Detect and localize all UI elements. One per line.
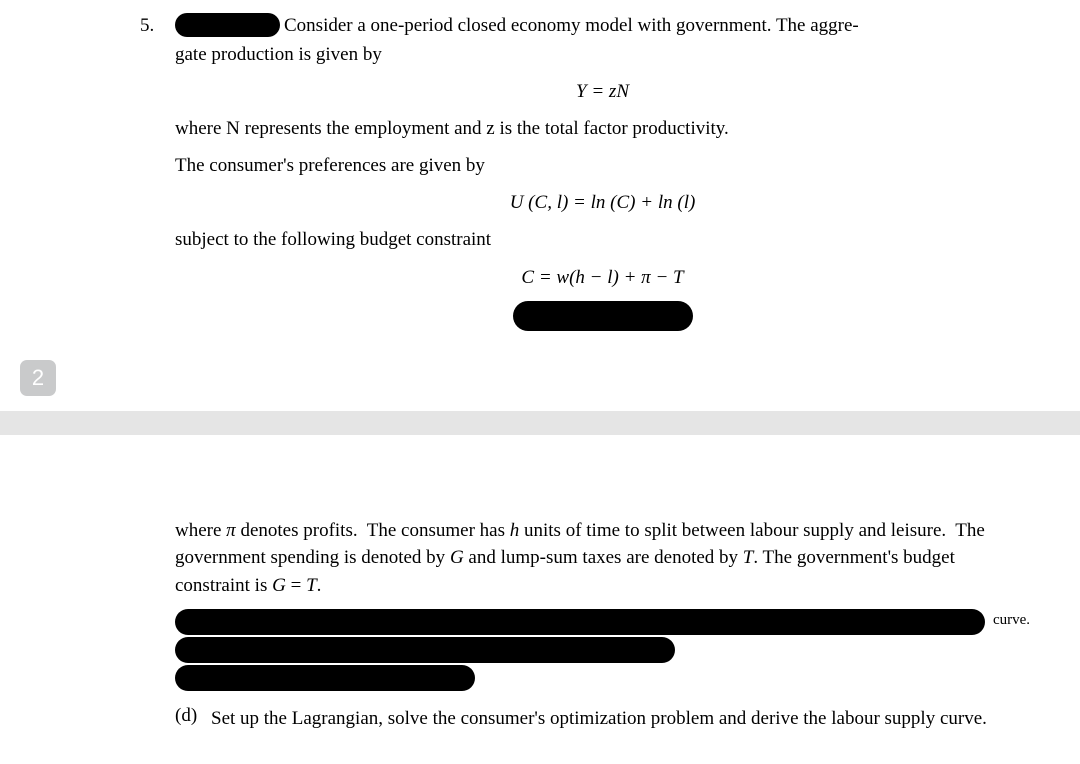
subpart-d: (d) Set up the Lagrangian, solve the con…	[175, 705, 1030, 734]
subpart-d-label: (d)	[175, 705, 197, 727]
intro-text-2: gate production is given by	[175, 41, 1030, 70]
equation-production: Y = zN	[175, 81, 1030, 103]
upper-page-section: 2 5. Consider a one-period closed econom…	[0, 0, 1080, 411]
problem-intro: 5. Consider a one-period closed economy …	[175, 12, 1030, 41]
redaction-line-3	[175, 665, 475, 691]
redaction-intro	[175, 13, 280, 37]
budget-text: subject to the following budget constrai…	[175, 226, 1030, 255]
equation-budget: C = w(h − l) + π − T	[175, 267, 1030, 289]
redaction-tail-text: curve.	[993, 612, 1030, 629]
intro-text-1: Consider a one-period closed economy mod…	[284, 15, 859, 36]
redaction-mid	[513, 301, 693, 331]
redaction-line-1	[175, 609, 985, 635]
continuation-paragraph: where π denotes profits. The consumer ha…	[175, 517, 1030, 600]
redaction-line-2	[175, 637, 675, 663]
after-eq1-text: where N represents the employment and z …	[175, 115, 1030, 144]
page-number: 2	[32, 365, 44, 391]
subpart-d-text: Set up the Lagrangian, solve the consume…	[211, 708, 987, 729]
redaction-block: curve.	[175, 609, 1030, 691]
prefs-text: The consumer's preferences are given by	[175, 152, 1030, 181]
lower-page-section: where π denotes profits. The consumer ha…	[0, 435, 1080, 746]
page-divider	[0, 411, 1080, 435]
problem-number: 5.	[140, 12, 154, 41]
equation-utility: U (C, l) = ln (C) + ln (l)	[175, 192, 1030, 214]
page-number-badge: 2	[20, 360, 56, 396]
